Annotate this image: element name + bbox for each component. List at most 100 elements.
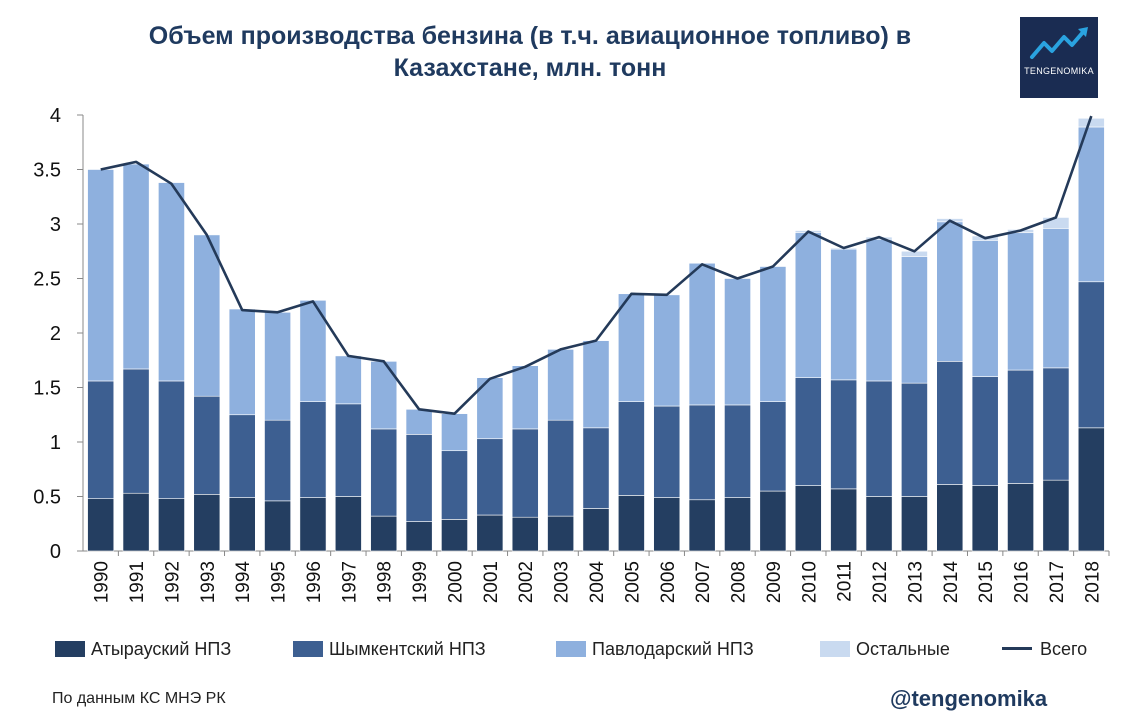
bar-shymkent-2013 (901, 382, 928, 497)
bar-shymkent-2000 (441, 450, 468, 520)
bar-shymkent-2017 (1042, 367, 1070, 481)
x-tick-label: 1990 (92, 561, 113, 603)
chart-legend: Атырауский НПЗ Шымкентский НПЗ Павлодарс… (0, 638, 1141, 662)
x-tick-label: 1993 (198, 561, 219, 603)
bar-shymkent-1990 (87, 380, 115, 499)
bar-shymkent-2015 (971, 376, 999, 486)
bar-pavlodar-1993 (193, 234, 221, 397)
x-tick-label: 2002 (516, 561, 537, 603)
bar-atyrau-1994 (228, 497, 256, 552)
bar-shymkent-2002 (511, 428, 539, 518)
x-tick-label: 1999 (410, 561, 431, 603)
legend-swatch-others (820, 641, 850, 657)
bar-pavlodar-1997 (334, 355, 362, 405)
y-tick-label: 0 (50, 541, 61, 563)
y-tick-label: 3.5 (33, 160, 61, 182)
bar-atyrau-1997 (334, 496, 362, 552)
line-total (100, 115, 1093, 416)
bar-pavlodar-2006 (653, 294, 681, 407)
legend-item-total: Всего (1002, 638, 1087, 660)
bar-pavlodar-2018 (1077, 126, 1105, 283)
bar-pavlodar-1990 (87, 169, 115, 382)
bar-shymkent-2006 (653, 405, 681, 498)
y-tick-label: 0.5 (33, 487, 61, 509)
y-tick-label: 1 (50, 432, 61, 454)
bar-pavlodar-2010 (794, 232, 822, 378)
bar-shymkent-2004 (582, 427, 610, 509)
trend-arrow-icon (1030, 27, 1088, 59)
x-tick-label: 2000 (445, 561, 466, 603)
legend-swatch-shymkent (293, 641, 323, 657)
y-tick-label: 2.5 (33, 269, 61, 291)
tengenomika-logo: TENGENOMIKA (1020, 17, 1098, 98)
bar-atyrau-1990 (87, 498, 115, 552)
x-tick-label: 2015 (976, 561, 997, 603)
legend-label-atyrau: Атырауский НПЗ (91, 639, 232, 659)
y-tick-label: 2 (50, 323, 61, 345)
bar-shymkent-1991 (122, 368, 150, 494)
bar-atyrau-2005 (617, 495, 645, 552)
x-tick-label: 1998 (375, 561, 396, 603)
source-note: По данным КС МНЭ РК (52, 690, 226, 707)
bar-atyrau-2004 (582, 508, 610, 552)
x-tick-label: 2017 (1047, 561, 1068, 603)
bar-atyrau-2010 (794, 485, 822, 552)
bar-shymkent-2009 (759, 401, 787, 492)
bar-atyrau-1991 (122, 492, 150, 552)
bar-shymkent-1995 (264, 419, 291, 502)
bar-atyrau-2017 (1042, 479, 1070, 552)
bar-shymkent-2012 (865, 380, 893, 497)
x-tick-label: 1991 (127, 561, 148, 603)
bar-atyrau-2012 (865, 496, 893, 552)
legend-swatch-total (1002, 647, 1032, 650)
bar-atyrau-1992 (158, 498, 185, 552)
legend-label-pavlodar: Павлодарский НПЗ (592, 639, 754, 659)
logo-text: TENGENOMIKA (1024, 66, 1094, 76)
x-tick-label: 1997 (339, 561, 360, 603)
y-tick-label: 1.5 (33, 378, 61, 400)
bar-atyrau-1999 (405, 521, 433, 552)
bar-atyrau-2011 (830, 488, 858, 552)
bar-shymkent-1996 (299, 401, 327, 498)
bar-atyrau-2002 (511, 516, 539, 552)
bar-pavlodar-2011 (830, 248, 858, 381)
x-tick-label: 2010 (799, 561, 820, 603)
bar-shymkent-1998 (370, 428, 398, 517)
x-tick-label: 2016 (1012, 561, 1033, 603)
bar-atyrau-2016 (1007, 483, 1034, 552)
bar-pavlodar-2009 (759, 266, 787, 402)
bar-pavlodar-1999 (405, 408, 433, 435)
legend-item-others: Остальные (820, 638, 950, 660)
bar-atyrau-2013 (901, 496, 928, 552)
bar-atyrau-2000 (441, 519, 468, 552)
bar-atyrau-1998 (370, 515, 398, 552)
x-tick-label: 1992 (162, 561, 183, 603)
chart-title-line2: Казахстане, млн. тонн (393, 54, 667, 82)
legend-item-atyrau: Атырауский НПЗ (55, 638, 231, 660)
bar-shymkent-2018 (1077, 281, 1105, 429)
bar-pavlodar-2013 (901, 256, 928, 384)
bar-shymkent-2001 (476, 438, 504, 516)
chart-title-line1: Объем производства бензина (в т.ч. авиац… (148, 22, 912, 50)
bar-pavlodar-2012 (865, 238, 893, 382)
bar-atyrau-2014 (936, 484, 964, 552)
bar-pavlodar-2017 (1042, 228, 1070, 369)
x-tick-label: 2003 (552, 561, 573, 603)
x-tick-label: 2012 (870, 561, 891, 603)
bar-atyrau-1995 (264, 500, 291, 552)
bar-atyrau-2018 (1077, 427, 1105, 552)
bar-pavlodar-2016 (1007, 232, 1034, 371)
bar-pavlodar-1994 (228, 308, 256, 416)
bar-pavlodar-2015 (971, 240, 999, 377)
bar-atyrau-2003 (547, 515, 575, 552)
x-tick-label: 2005 (622, 561, 643, 603)
y-tick-label: 3 (50, 214, 61, 236)
bar-atyrau-1996 (299, 497, 327, 552)
bar-shymkent-2011 (830, 379, 858, 490)
bar-others-2017 (1042, 217, 1070, 229)
x-tick-label: 1996 (304, 561, 325, 603)
legend-item-pavlodar: Павлодарский НПЗ (556, 638, 754, 660)
legend-label-shymkent: Шымкентский НПЗ (329, 639, 486, 659)
bar-shymkent-1994 (228, 414, 256, 498)
bar-atyrau-2008 (724, 497, 751, 552)
